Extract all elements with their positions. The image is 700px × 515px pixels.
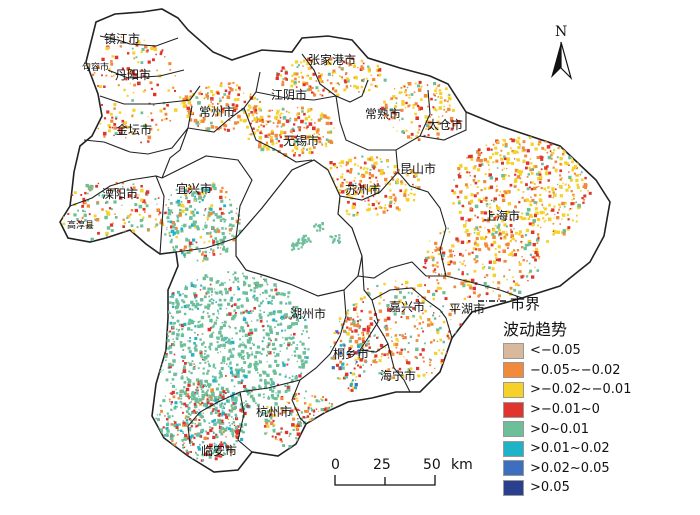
city-label-liyang: 溧阳市 — [102, 186, 138, 201]
city-label-jiaxing: 嘉兴市 — [389, 299, 425, 314]
legend-item: >0.02~0.05 — [503, 459, 631, 479]
legend-item: <−0.05 — [503, 341, 631, 361]
legend-item-label: >0~0.01 — [530, 421, 590, 437]
legend-item-label: >−0.01~0 — [530, 402, 600, 418]
city-label-haining: 海宁市 — [380, 368, 416, 383]
legend-list: <−0.05 −0.05~−0.02 >−0.02~−0.01 >−0.01~0 >0~… — [503, 341, 631, 498]
legend-item: >−0.02~−0.01 — [503, 380, 631, 400]
city-label-suzhou: 苏州市 — [345, 182, 381, 197]
city-labels: 镇江市 丹阳市 句容市 金坛市 常州市 江阴市 张家港市 常熟市 太仓市 无锡市… — [67, 31, 520, 458]
scale-tick-50: 50 — [423, 457, 441, 473]
legend-item-label: >0.02~0.05 — [530, 460, 610, 476]
city-label-jiangyin: 江阴市 — [271, 87, 307, 102]
city-boundaries — [69, 35, 523, 453]
city-label-pinghu: 平湖市 — [449, 301, 485, 316]
scale-unit: km — [451, 457, 473, 473]
legend-swatch — [503, 479, 524, 496]
city-label-zhangjiagang: 张家港市 — [308, 52, 356, 67]
city-label-kunshan: 昆山市 — [400, 161, 436, 176]
city-label-changzhou: 常州市 — [199, 104, 235, 119]
city-label-shanghai: 上海市 — [484, 208, 520, 223]
city-label-danyang: 丹阳市 — [115, 67, 151, 82]
legend-swatch — [503, 362, 524, 379]
boundary-line-symbol — [478, 300, 508, 302]
city-label-gaochun: 高淳县 — [67, 219, 94, 231]
legend-swatch — [503, 401, 524, 418]
city-label-taicang: 太仓市 — [427, 117, 463, 132]
scale-tick-0: 0 — [331, 457, 340, 473]
city-label-wuxi: 无锡市 — [283, 133, 319, 148]
city-label-tongxiang: 桐乡市 — [333, 346, 369, 361]
legend-item: >0.01~0.02 — [503, 439, 631, 459]
city-label-hangzhou: 杭州市 — [256, 404, 292, 419]
legend-swatch — [503, 460, 524, 477]
legend-item: >−0.01~0 — [503, 400, 631, 420]
legend-item: −0.05~−0.02 — [503, 361, 631, 381]
scale-bar: 0 25 50 km — [331, 457, 473, 486]
trend-pixel-layer — [60, 36, 592, 462]
legend-swatch — [503, 381, 524, 398]
legend-item-label: −0.05~−0.02 — [530, 362, 621, 378]
legend-item-label: >0.01~0.02 — [530, 441, 610, 457]
legend-swatch — [503, 421, 524, 438]
legend-item: >0~0.01 — [503, 419, 631, 439]
legend-item-label: >−0.02~−0.01 — [530, 382, 632, 398]
city-label-jintan: 金坛市 — [116, 122, 152, 137]
legend-swatch — [503, 440, 524, 457]
scale-tick-25: 25 — [373, 457, 391, 473]
legend-title: 波动趋势 — [503, 320, 568, 339]
city-label-yixing: 宜兴市 — [176, 181, 212, 196]
legend-item: >0.05 — [503, 478, 631, 498]
north-label: N — [555, 24, 567, 40]
city-label-linan: 临安市 — [201, 443, 237, 458]
legend-boundary-label: 市界 — [510, 295, 541, 313]
city-label-jurong: 句容市 — [82, 61, 109, 73]
city-label-zhenjiang: 镇江市 — [104, 31, 140, 46]
city-label-huzhou: 湖州市 — [290, 306, 326, 321]
north-arrow-icon: N — [551, 24, 573, 81]
legend-swatch — [503, 342, 524, 359]
legend-item-label: <−0.05 — [530, 343, 581, 359]
lake-pixels — [291, 222, 342, 251]
legend-item-label: >0.05 — [530, 480, 570, 496]
city-label-changshu: 常熟市 — [365, 106, 401, 121]
